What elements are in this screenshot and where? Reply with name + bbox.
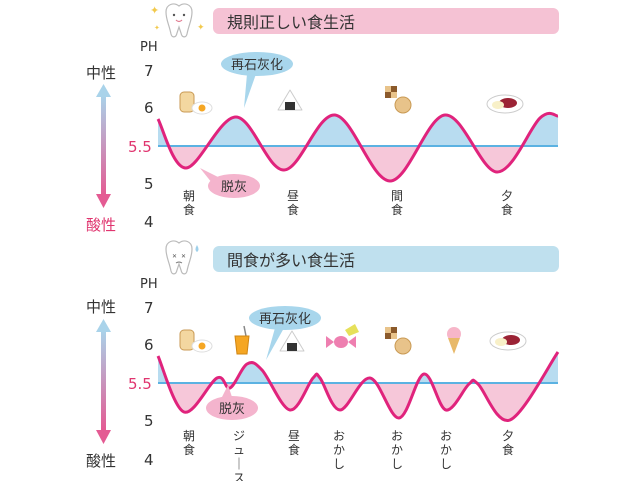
juice-icon xyxy=(234,325,250,355)
cookies-icon xyxy=(385,86,412,114)
ph-tick-7: 7 xyxy=(144,299,154,317)
meal-label: ジュ｜ス xyxy=(233,429,245,481)
ph-tick-7: 7 xyxy=(144,62,154,80)
neutral-label: 中性 xyxy=(86,64,116,82)
toast-egg-icon xyxy=(179,329,213,353)
panel-title: 規則正しい食生活 xyxy=(227,13,355,32)
onigiri-icon xyxy=(277,89,303,111)
panel-title-bar xyxy=(213,246,559,272)
toast-egg-icon xyxy=(179,91,213,115)
remineralization-area xyxy=(158,352,558,383)
ph-tick-5: 5 xyxy=(144,175,154,193)
ph-tick-4: 4 xyxy=(144,451,154,469)
curry-plate-icon xyxy=(489,331,527,351)
remineralization-area xyxy=(158,113,558,146)
svg-text:✕: ✕ xyxy=(181,253,186,260)
demineralization-label: 脱灰 xyxy=(221,180,247,195)
meal-label: 朝食 xyxy=(183,189,195,217)
acid-label: 酸性 xyxy=(86,216,116,234)
ph-curve xyxy=(156,111,559,183)
onigiri-icon xyxy=(279,330,305,352)
svg-text:✦: ✦ xyxy=(150,4,159,17)
happy-tooth-icon: ✦ ✦ ✦ xyxy=(150,3,205,38)
ph-tick-5-5: 5.5 xyxy=(128,138,152,156)
remineralization-label: 再石灰化 xyxy=(259,312,311,327)
meal-label: おかし xyxy=(440,429,452,471)
ph-tick-4: 4 xyxy=(144,213,154,231)
panel-title-bar xyxy=(213,8,559,34)
ph-direction-arrow xyxy=(96,84,111,208)
meal-label: おかし xyxy=(391,429,403,471)
meal-label: 間食 xyxy=(391,189,403,217)
ph-tick-6: 6 xyxy=(144,336,154,354)
svg-text:✦: ✦ xyxy=(197,23,205,33)
meal-label: おかし xyxy=(333,429,345,471)
remineralization-callout: 再石灰化 xyxy=(221,52,293,108)
meal-label: 夕食 xyxy=(501,189,513,217)
demineralization-area xyxy=(167,383,540,421)
ph-tick-5: 5 xyxy=(144,412,154,430)
panel-regular-diet: ✦ ✦ ✦ 規則正しい食生活 PH 7 6 5.5 5 4 中性 酸性 再石灰化 xyxy=(86,3,559,234)
svg-text:✕: ✕ xyxy=(172,253,177,260)
ph-unit-label: PH xyxy=(140,277,158,292)
acid-label: 酸性 xyxy=(86,452,116,470)
remineralization-label: 再石灰化 xyxy=(231,58,283,73)
panel-title: 間食が多い食生活 xyxy=(227,251,355,270)
panel-snacking-diet: ✕ ✕ 間食が多い食生活 PH 7 6 5.5 5 4 中性 酸性 再石灰化 xyxy=(86,240,560,481)
demineralization-label: 脱灰 xyxy=(219,402,245,417)
remineralization-callout: 再石灰化 xyxy=(249,306,321,360)
demineralization-callout: 脱灰 xyxy=(206,385,258,420)
ph-tick-6: 6 xyxy=(144,99,154,117)
cookies-icon xyxy=(385,327,412,355)
demineralization-callout: 脱灰 xyxy=(200,168,260,198)
sad-tooth-icon: ✕ ✕ xyxy=(165,240,199,275)
svg-text:✦: ✦ xyxy=(154,24,160,32)
neutral-label: 中性 xyxy=(86,298,116,316)
meal-label: 夕食 xyxy=(502,429,514,457)
candy-icon xyxy=(326,324,359,348)
ph-unit-label: PH xyxy=(140,40,158,55)
ph-direction-arrow xyxy=(96,319,111,444)
meal-label: 朝食 xyxy=(183,429,195,457)
ph-tick-5-5: 5.5 xyxy=(128,375,152,393)
meal-label: 昼食 xyxy=(288,429,300,457)
curry-plate-icon xyxy=(486,94,524,114)
meal-label: 昼食 xyxy=(287,189,299,217)
ice-cream-icon xyxy=(447,327,461,354)
